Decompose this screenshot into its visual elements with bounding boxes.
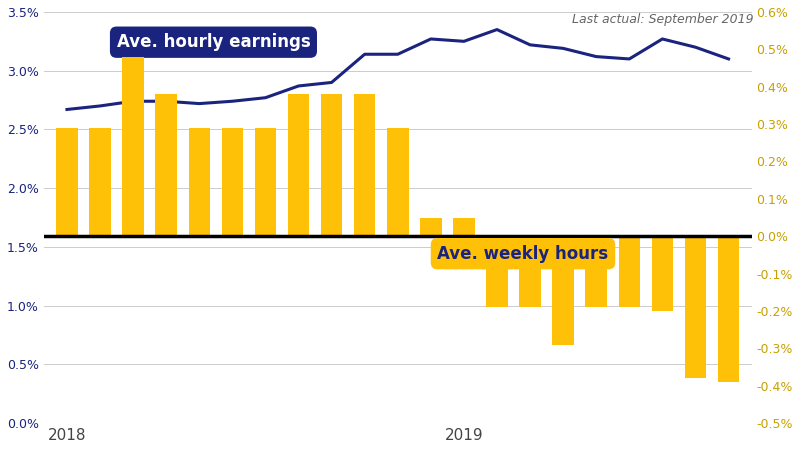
Bar: [122, 57, 144, 236]
Bar: [56, 128, 78, 236]
Bar: [453, 217, 474, 236]
Bar: [685, 236, 706, 378]
Text: Ave. weekly hours: Ave. weekly hours: [438, 245, 609, 263]
Bar: [354, 94, 375, 236]
Bar: [552, 236, 574, 345]
Text: Last actual: September 2019: Last actual: September 2019: [572, 14, 754, 27]
Bar: [222, 128, 243, 236]
Text: Ave. hourly earnings: Ave. hourly earnings: [117, 33, 310, 51]
Bar: [718, 236, 739, 382]
Bar: [519, 236, 541, 307]
Bar: [618, 236, 640, 307]
Bar: [254, 128, 276, 236]
Bar: [90, 128, 110, 236]
Bar: [486, 236, 508, 307]
Bar: [652, 236, 673, 311]
Bar: [288, 94, 310, 236]
Bar: [321, 94, 342, 236]
Bar: [155, 94, 177, 236]
Bar: [420, 217, 442, 236]
Bar: [387, 128, 409, 236]
Bar: [586, 236, 607, 307]
Bar: [189, 128, 210, 236]
